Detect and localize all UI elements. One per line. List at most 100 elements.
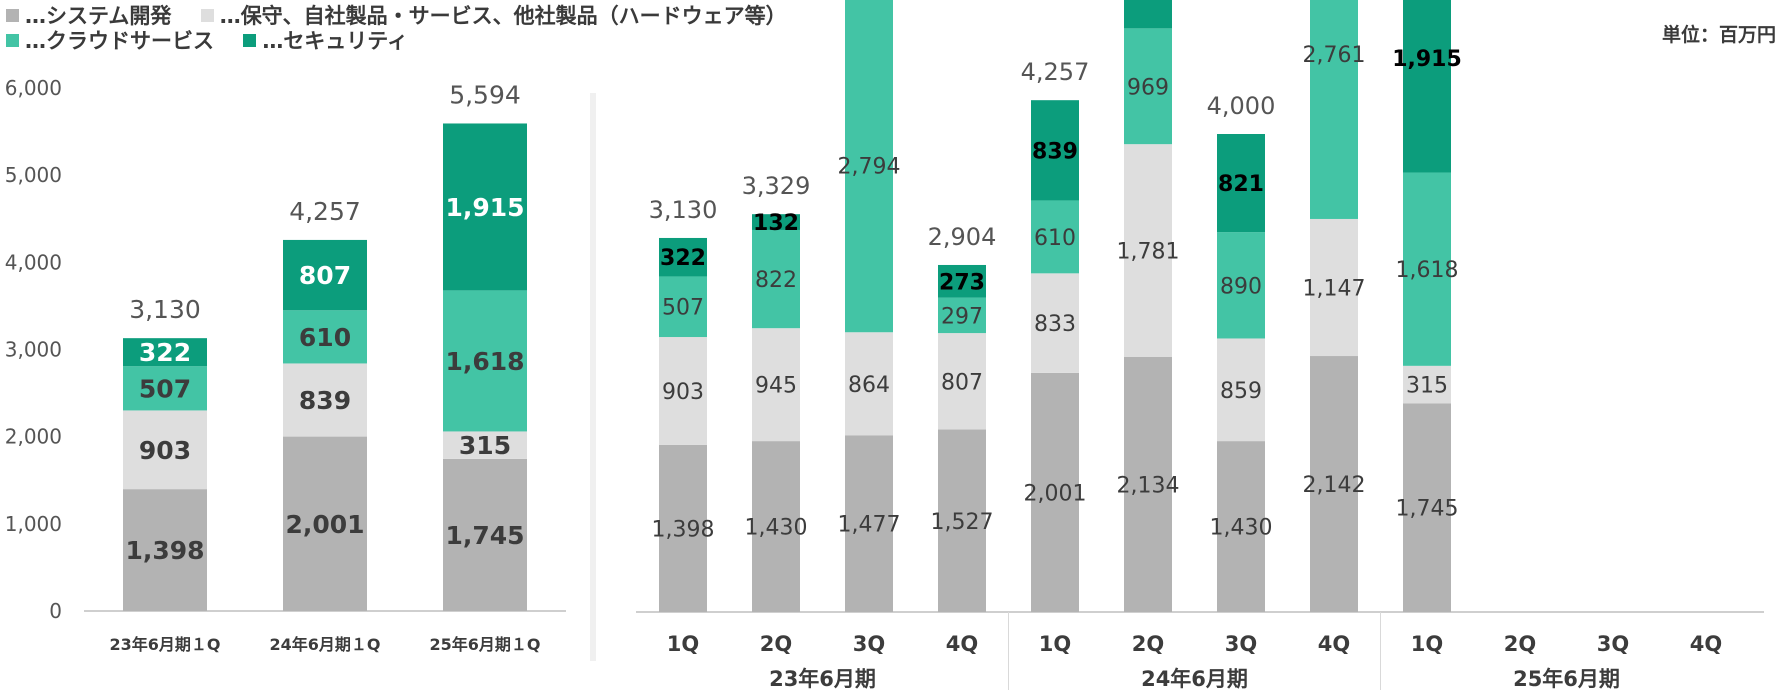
bar-segment [659, 237, 707, 277]
data-label: 1,745 [1396, 497, 1459, 522]
bar-segment [1310, 0, 1358, 219]
bar-segment [938, 429, 986, 612]
data-label: 1,477 [838, 513, 901, 538]
x-category-label: 23年6月期１Q [109, 635, 220, 654]
data-label: 1,527 [931, 510, 994, 535]
legend-label: …セキュリティ [262, 29, 409, 53]
data-label: 132 [753, 211, 799, 236]
data-label: 1,398 [125, 536, 204, 565]
x-category-label: 3Q [1225, 632, 1257, 656]
data-label: 1,781 [1117, 240, 1180, 265]
x-category-label: 25年6月期１Q [429, 635, 540, 654]
y-tick-label: 4,000 [5, 250, 62, 274]
data-label: 1,430 [1210, 516, 1273, 541]
bar-segment [752, 214, 800, 230]
legend-swatch [243, 33, 257, 47]
x-category-label: 1Q [1039, 632, 1071, 656]
bar-segment [1031, 200, 1079, 274]
data-label: 507 [662, 296, 704, 321]
bar-segment [443, 290, 527, 432]
bar-segment [752, 441, 800, 612]
total-label: 4,257 [289, 197, 361, 226]
total-label: 3,130 [129, 295, 201, 324]
bar-segment [938, 297, 986, 334]
total-label: 5,594 [449, 80, 521, 109]
x-category-label: 4Q [1318, 632, 1350, 656]
unit-label: 単位：百万円 [1661, 24, 1776, 46]
data-label: 839 [299, 386, 351, 415]
x-group-label: 23年6月期 [769, 667, 876, 691]
data-label: 2,761 [1303, 43, 1366, 68]
bar-segment [1310, 218, 1358, 357]
y-tick-label: 0 [49, 599, 62, 623]
bar-segment [1217, 338, 1265, 442]
bar-segment [283, 310, 367, 364]
data-label: 1,618 [445, 347, 524, 376]
data-label: 839 [1032, 139, 1078, 164]
x-category-label: 2Q [1504, 632, 1536, 656]
bar-segment [123, 366, 207, 411]
data-label: 822 [755, 268, 797, 293]
data-label: 610 [299, 323, 351, 352]
bar-segment [123, 489, 207, 611]
data-label: 1,745 [445, 521, 524, 550]
data-label: 315 [459, 431, 511, 460]
legend-swatch [200, 8, 214, 22]
x-group-label: 25年6月期 [1513, 667, 1620, 691]
x-category-label: 24年6月期１Q [269, 635, 380, 654]
data-label: 903 [662, 380, 704, 405]
bar-segment [1217, 134, 1265, 233]
legend-row-1: …システム開発 …保守、自社製品・サービス、他社製品（ハードウェア等） [6, 0, 809, 30]
data-label: 322 [139, 338, 191, 367]
data-label: 890 [1220, 274, 1262, 299]
bar-segment [752, 229, 800, 329]
bar-segment [752, 328, 800, 442]
bar-segment [1217, 232, 1265, 339]
data-label: 507 [139, 374, 191, 403]
data-label: 903 [139, 436, 191, 465]
data-label: 833 [1034, 312, 1076, 337]
bar-segment [1403, 403, 1451, 612]
bar-segment [659, 276, 707, 338]
data-label: 610 [1034, 226, 1076, 251]
x-category-label: 4Q [1690, 632, 1722, 656]
bar-segment [123, 410, 207, 490]
bar-segment [283, 436, 367, 611]
data-label: 1,618 [1396, 258, 1459, 283]
bar-segment [1124, 144, 1172, 357]
data-label: 821 [1218, 172, 1264, 197]
data-label: 2,001 [285, 510, 364, 539]
bar-segment [283, 363, 367, 437]
total-label: 4,000 [1207, 92, 1276, 120]
x-category-label: 1Q [1411, 632, 1443, 656]
total-label: 3,130 [649, 196, 718, 224]
y-tick-label: 2,000 [5, 425, 62, 449]
bar-segment [1124, 0, 1172, 29]
x-category-label: 3Q [1597, 632, 1629, 656]
total-label: 2,904 [928, 223, 997, 251]
chart-separator [590, 93, 596, 661]
data-label: 1,430 [745, 516, 808, 541]
bar-segment [1310, 356, 1358, 612]
bar-segment [1403, 365, 1451, 404]
legend-item-system-dev: …システム開発 [6, 0, 171, 30]
legend-item-cloud: …クラウドサービス [6, 25, 214, 55]
bar-segment [443, 431, 527, 459]
total-label: 3,329 [742, 172, 811, 200]
data-label: 969 [1127, 75, 1169, 100]
legend-label: …システム開発 [25, 4, 172, 28]
bar-segment [845, 332, 893, 436]
bar-segment [1124, 28, 1172, 145]
data-label: 1,147 [1303, 276, 1366, 301]
bar-segment [659, 444, 707, 612]
bar-segment [1217, 441, 1265, 612]
legend-label: …保守、自社製品・サービス、他社製品（ハードウェア等） [219, 4, 787, 28]
data-label: 273 [939, 270, 985, 295]
data-label: 2,142 [1303, 473, 1366, 498]
x-group-label: 24年6月期 [1141, 667, 1248, 691]
bar-segment [845, 0, 893, 333]
data-label: 859 [1220, 379, 1262, 404]
data-label: 322 [660, 246, 706, 271]
bar-segment [938, 333, 986, 430]
data-label: 945 [755, 374, 797, 399]
